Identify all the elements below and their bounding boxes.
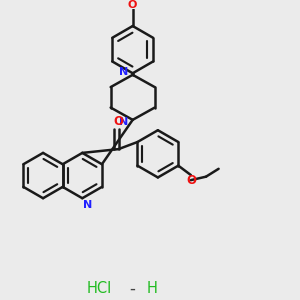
Text: HCl: HCl [87, 281, 112, 296]
Text: O: O [187, 174, 196, 187]
Text: O: O [128, 0, 137, 10]
Text: H: H [146, 281, 157, 296]
Text: N: N [119, 117, 128, 128]
Text: -: - [130, 279, 136, 297]
Text: N: N [119, 67, 128, 77]
Text: O: O [113, 115, 124, 128]
Text: N: N [83, 200, 92, 210]
